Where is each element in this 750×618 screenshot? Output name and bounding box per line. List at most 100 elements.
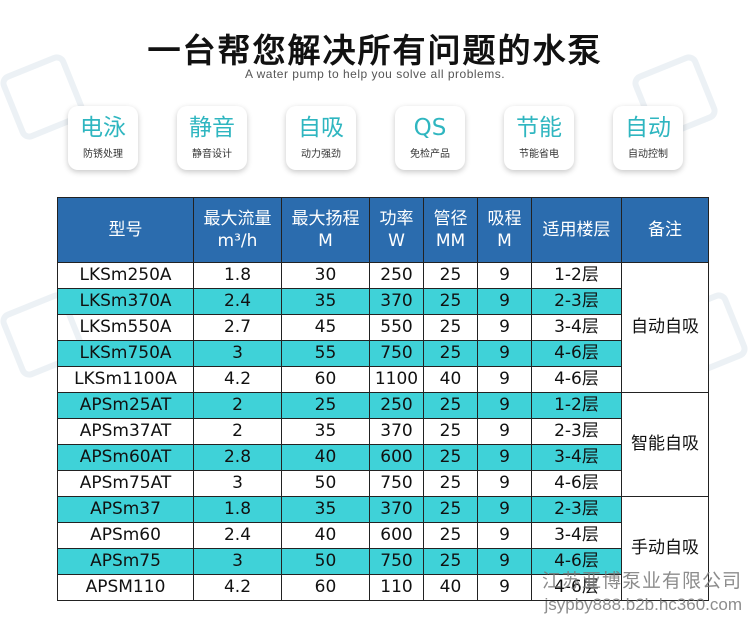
cell-model: LKSm370A — [57, 288, 194, 315]
cell-suction: 9 — [477, 366, 532, 393]
table-row: APSm60 2.4 40 600 25 9 3-4层 — [57, 522, 709, 549]
cell-flow: 4.2 — [193, 574, 282, 601]
cell-floors: 2-3层 — [531, 496, 622, 523]
cell-power: 750 — [369, 548, 424, 575]
cell-model: LKSm250A — [57, 262, 194, 289]
cell-model: APSM110 — [57, 574, 194, 601]
cell-suction: 9 — [477, 496, 532, 523]
cell-floors: 2-3层 — [531, 288, 622, 315]
table-row: APSm37 1.8 35 370 25 9 2-3层 手动自吸 — [57, 496, 709, 601]
cell-suction: 9 — [477, 444, 532, 471]
cell-pipe: 25 — [423, 314, 478, 341]
cell-floors: 3-4层 — [531, 314, 622, 341]
cell-pipe: 25 — [423, 522, 478, 549]
cell-floors: 4-6层 — [531, 574, 622, 601]
cell-suction: 9 — [477, 340, 532, 367]
cell-pipe: 25 — [423, 340, 478, 367]
cell-power: 110 — [369, 574, 424, 601]
table-row: LKSm370A 2.4 35 370 25 9 2-3层 — [57, 288, 709, 315]
cell-pipe: 25 — [423, 548, 478, 575]
cell-suction: 9 — [477, 314, 532, 341]
feature-badge-silent: 静音 静音设计 — [177, 106, 247, 170]
cell-pipe: 40 — [423, 366, 478, 393]
cell-head: 35 — [281, 496, 370, 523]
cell-flow: 4.2 — [193, 366, 282, 393]
cell-power: 750 — [369, 340, 424, 367]
header-max-flow: 最大流量 m³/h — [193, 197, 282, 263]
cell-head: 50 — [281, 470, 370, 497]
cell-flow: 3 — [193, 340, 282, 367]
store-url: jsypby888.b2b.hc360.com — [544, 595, 742, 614]
feature-badge-caption: 免检产品 — [410, 149, 450, 160]
header-floors: 适用楼层 — [531, 197, 622, 263]
cell-head: 45 — [281, 314, 370, 341]
cell-power: 750 — [369, 470, 424, 497]
cell-flow: 3 — [193, 470, 282, 497]
cell-suction: 9 — [477, 574, 532, 601]
cell-pipe: 25 — [423, 470, 478, 497]
cell-note: 智能自吸 — [621, 392, 709, 497]
cell-suction: 9 — [477, 548, 532, 575]
cell-head: 40 — [281, 522, 370, 549]
company-name: 江苏亚博泵业有限公司 — [541, 571, 742, 592]
table-row: APSM110 4.2 60 110 40 9 4-6层 — [57, 574, 709, 601]
cell-model: APSm60AT — [57, 444, 194, 471]
cell-pipe: 25 — [423, 262, 478, 289]
cell-model: LKSm550A — [57, 314, 194, 341]
feature-badge-caption: 防锈处理 — [83, 149, 123, 160]
header-notes: 备注 — [621, 197, 709, 263]
table-row: APSm60AT 2.8 40 600 25 9 3-4层 — [57, 444, 709, 471]
table-row: APSm75 3 50 750 25 9 4-6层 — [57, 548, 709, 575]
cell-flow: 2.4 — [193, 522, 282, 549]
cell-head: 35 — [281, 288, 370, 315]
feature-badge-caption: 自动控制 — [628, 149, 668, 160]
cell-note: 手动自吸 — [621, 496, 709, 601]
cell-floors: 4-6层 — [531, 340, 622, 367]
cell-model: APSm25AT — [57, 392, 194, 419]
cell-floors: 3-4层 — [531, 444, 622, 471]
cell-floors: 1-2层 — [531, 392, 622, 419]
cell-pipe: 25 — [423, 444, 478, 471]
feature-badge-self-priming: 自吸 动力强劲 — [286, 106, 356, 170]
cell-suction: 9 — [477, 288, 532, 315]
feature-badge-caption: 节能省电 — [519, 149, 559, 160]
feature-badge-title: 节能 — [516, 115, 562, 141]
cell-note: 自动自吸 — [621, 262, 709, 393]
cell-flow: 2.7 — [193, 314, 282, 341]
cell-head: 50 — [281, 548, 370, 575]
feature-badge-title: 静音 — [189, 115, 235, 141]
cell-power: 370 — [369, 418, 424, 445]
cell-suction: 9 — [477, 470, 532, 497]
cell-floors: 3-4层 — [531, 522, 622, 549]
table-header-row: 型号 最大流量 m³/h 最大扬程 M 功率 W 管径 MM 吸程 M 适用楼层 备注 — [57, 197, 709, 263]
cell-power: 1100 — [369, 366, 424, 393]
feature-badge-electrophoresis: 电泳 防锈处理 — [68, 106, 138, 170]
cell-pipe: 25 — [423, 496, 478, 523]
header-model: 型号 — [57, 197, 194, 263]
cell-head: 60 — [281, 366, 370, 393]
cell-flow: 3 — [193, 548, 282, 575]
footer-watermark: 江苏亚博泵业有限公司 jsypby888.b2b.hc360.com — [542, 570, 742, 616]
feature-badge-caption: 静音设计 — [192, 149, 232, 160]
feature-badge-title: 自动 — [625, 115, 671, 141]
cell-pipe: 25 — [423, 418, 478, 445]
feature-badge-title: QS — [413, 115, 447, 141]
cell-floors: 4-6层 — [531, 470, 622, 497]
cell-flow: 2.4 — [193, 288, 282, 315]
feature-badge-energy-saving: 节能 节能省电 — [504, 106, 574, 170]
table-row: LKSm250A 1.8 30 250 25 9 1-2层 自动自吸 — [57, 262, 709, 393]
cell-model: LKSm750A — [57, 340, 194, 367]
cell-power: 250 — [369, 262, 424, 289]
cell-suction: 9 — [477, 262, 532, 289]
header-power: 功率 W — [369, 197, 424, 263]
cell-model: APSm60 — [57, 522, 194, 549]
cell-floors: 2-3层 — [531, 418, 622, 445]
feature-badge-title: 电泳 — [80, 115, 126, 141]
header-max-head: 最大扬程 M — [281, 197, 370, 263]
cell-head: 60 — [281, 574, 370, 601]
cell-model: APSm37AT — [57, 418, 194, 445]
cell-model: APSm75 — [57, 548, 194, 575]
table-row: LKSm1100A 4.2 60 1100 40 9 4-6层 — [57, 366, 709, 393]
feature-badge-automatic: 自动 自动控制 — [613, 106, 683, 170]
cell-power: 370 — [369, 288, 424, 315]
